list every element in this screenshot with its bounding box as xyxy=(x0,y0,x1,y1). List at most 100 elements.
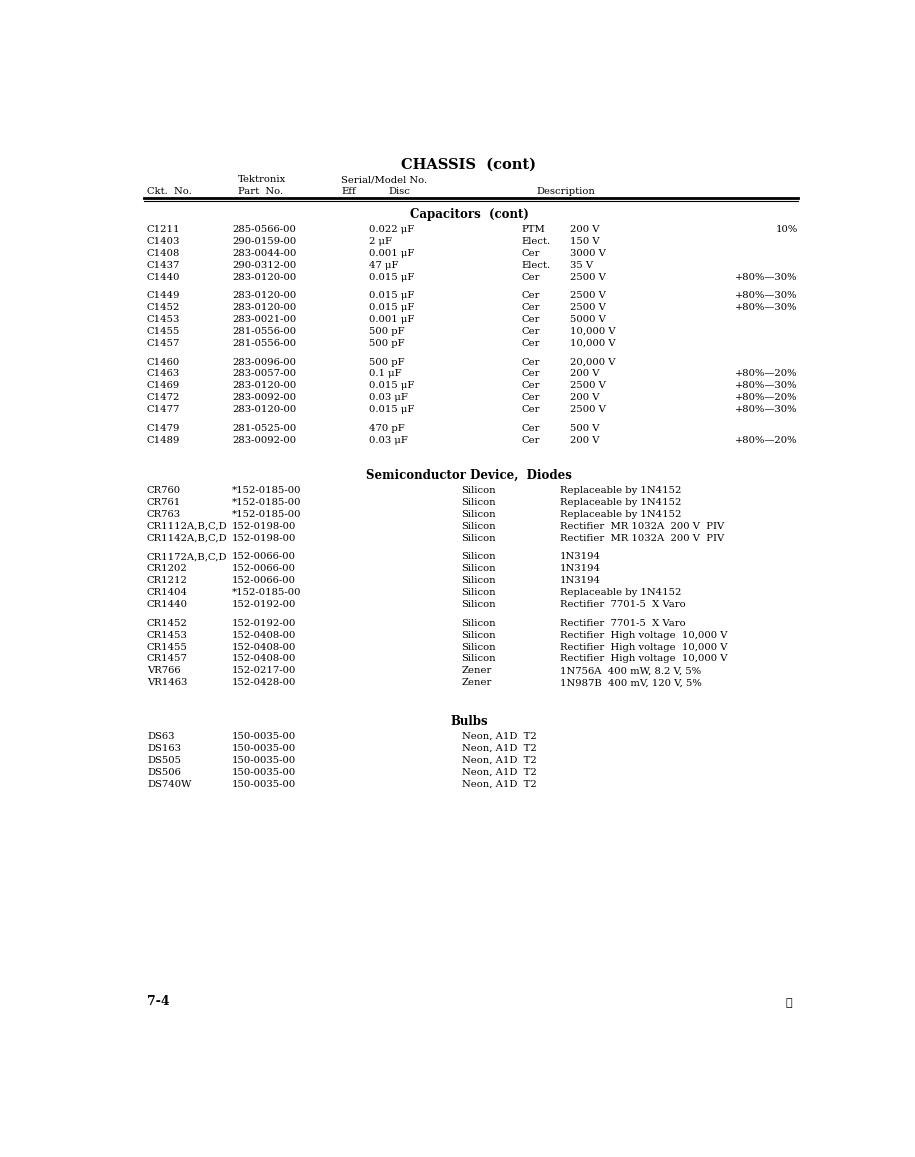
Text: C1440: C1440 xyxy=(147,273,180,282)
Text: 0.015 μF: 0.015 μF xyxy=(369,405,414,414)
Text: Rectifier  MR 1032A  200 V  PIV: Rectifier MR 1032A 200 V PIV xyxy=(560,522,725,531)
Text: 1N987B  400 mV, 120 V, 5%: 1N987B 400 mV, 120 V, 5% xyxy=(560,678,702,687)
Text: 2500 V: 2500 V xyxy=(570,273,606,282)
Text: CHASSIS  (cont): CHASSIS (cont) xyxy=(402,159,536,172)
Text: CR1202: CR1202 xyxy=(147,565,188,574)
Text: Zener: Zener xyxy=(461,666,492,676)
Text: 152-0192-00: 152-0192-00 xyxy=(232,619,296,627)
Text: CR1440: CR1440 xyxy=(147,600,188,609)
Text: CR1112A,B,C,D: CR1112A,B,C,D xyxy=(147,522,228,531)
Text: Cer: Cer xyxy=(522,358,540,367)
Text: C1479: C1479 xyxy=(147,423,180,433)
Text: 152-0408-00: 152-0408-00 xyxy=(232,631,296,640)
Text: 3000 V: 3000 V xyxy=(570,249,606,258)
Text: 150-0035-00: 150-0035-00 xyxy=(232,780,296,789)
Text: 2500 V: 2500 V xyxy=(570,382,606,390)
Text: C1449: C1449 xyxy=(147,292,180,301)
Text: C1408: C1408 xyxy=(147,249,180,258)
Text: 283-0021-00: 283-0021-00 xyxy=(232,315,296,324)
Text: Replaceable by 1N4152: Replaceable by 1N4152 xyxy=(560,510,682,519)
Text: 20,000 V: 20,000 V xyxy=(570,358,616,367)
Text: Elect.: Elect. xyxy=(522,237,551,246)
Text: Silicon: Silicon xyxy=(461,486,496,495)
Text: 200 V: 200 V xyxy=(570,393,599,403)
Text: 283-0120-00: 283-0120-00 xyxy=(232,382,296,390)
Text: Bulbs: Bulbs xyxy=(450,715,488,728)
Text: Neon, A1D  T2: Neon, A1D T2 xyxy=(461,780,536,789)
Text: 152-0066-00: 152-0066-00 xyxy=(232,552,296,561)
Text: 0.03 μF: 0.03 μF xyxy=(369,393,407,403)
Text: 152-0217-00: 152-0217-00 xyxy=(232,666,296,676)
Text: 283-0120-00: 283-0120-00 xyxy=(232,273,296,282)
Text: 283-0120-00: 283-0120-00 xyxy=(232,292,296,301)
Text: C1489: C1489 xyxy=(147,436,180,444)
Text: Neon, A1D  T2: Neon, A1D T2 xyxy=(461,756,536,765)
Text: Rectifier  7701-5  X Varo: Rectifier 7701-5 X Varo xyxy=(560,619,685,627)
Text: Cer: Cer xyxy=(522,436,540,444)
Text: DS740W: DS740W xyxy=(147,780,191,789)
Text: 0.1 μF: 0.1 μF xyxy=(369,369,401,378)
Text: 2 μF: 2 μF xyxy=(369,237,392,246)
Text: 200 V: 200 V xyxy=(570,436,599,444)
Text: Rectifier  High voltage  10,000 V: Rectifier High voltage 10,000 V xyxy=(560,642,727,651)
Text: CR1455: CR1455 xyxy=(147,642,188,651)
Text: 1N3194: 1N3194 xyxy=(560,576,601,585)
Text: 0.03 μF: 0.03 μF xyxy=(369,436,407,444)
Text: Rectifier  High voltage  10,000 V: Rectifier High voltage 10,000 V xyxy=(560,655,727,663)
Text: 1N756A  400 mW, 8.2 V, 5%: 1N756A 400 mW, 8.2 V, 5% xyxy=(560,666,701,676)
Text: +80%—20%: +80%—20% xyxy=(736,369,798,378)
Text: Disc: Disc xyxy=(388,187,410,197)
Text: 152-0198-00: 152-0198-00 xyxy=(232,533,296,543)
Text: 152-0198-00: 152-0198-00 xyxy=(232,522,296,531)
Text: CR1452: CR1452 xyxy=(147,619,188,627)
Text: Silicon: Silicon xyxy=(461,588,496,597)
Text: +80%—20%: +80%—20% xyxy=(736,436,798,444)
Text: 500 V: 500 V xyxy=(570,423,599,433)
Text: CR1212: CR1212 xyxy=(147,576,188,585)
Text: C1469: C1469 xyxy=(147,382,180,390)
Text: Cer: Cer xyxy=(522,369,540,378)
Text: +80%—30%: +80%—30% xyxy=(736,273,798,282)
Text: 283-0092-00: 283-0092-00 xyxy=(232,436,296,444)
Text: Description: Description xyxy=(537,187,596,197)
Text: *152-0185-00: *152-0185-00 xyxy=(232,499,302,507)
Text: 10%: 10% xyxy=(776,226,798,234)
Text: Cer: Cer xyxy=(522,393,540,403)
Text: C1477: C1477 xyxy=(147,405,180,414)
Text: VR1463: VR1463 xyxy=(147,678,188,687)
Text: 5000 V: 5000 V xyxy=(570,315,606,324)
Text: 152-0066-00: 152-0066-00 xyxy=(232,576,296,585)
Text: Silicon: Silicon xyxy=(461,565,496,574)
Text: 150-0035-00: 150-0035-00 xyxy=(232,756,296,765)
Text: VR766: VR766 xyxy=(147,666,180,676)
Text: +80%—30%: +80%—30% xyxy=(736,303,798,312)
Text: Rectifier  High voltage  10,000 V: Rectifier High voltage 10,000 V xyxy=(560,631,727,640)
Text: DS163: DS163 xyxy=(147,744,181,753)
Text: 281-0556-00: 281-0556-00 xyxy=(232,327,296,337)
Text: C1437: C1437 xyxy=(147,260,180,270)
Text: Silicon: Silicon xyxy=(461,655,496,663)
Text: +80%—30%: +80%—30% xyxy=(736,405,798,414)
Text: CR1453: CR1453 xyxy=(147,631,188,640)
Text: 2500 V: 2500 V xyxy=(570,405,606,414)
Text: 200 V: 200 V xyxy=(570,369,599,378)
Text: C1472: C1472 xyxy=(147,393,180,403)
Text: Cer: Cer xyxy=(522,382,540,390)
Text: 1N3194: 1N3194 xyxy=(560,552,601,561)
Text: *152-0185-00: *152-0185-00 xyxy=(232,588,302,597)
Text: C1452: C1452 xyxy=(147,303,180,312)
Text: 152-0408-00: 152-0408-00 xyxy=(232,655,296,663)
Text: 470 pF: 470 pF xyxy=(369,423,404,433)
Text: 283-0057-00: 283-0057-00 xyxy=(232,369,296,378)
Text: 0.001 μF: 0.001 μF xyxy=(369,315,414,324)
Text: 152-0066-00: 152-0066-00 xyxy=(232,565,296,574)
Text: Silicon: Silicon xyxy=(461,631,496,640)
Text: *152-0185-00: *152-0185-00 xyxy=(232,486,302,495)
Text: Serial/Model No.: Serial/Model No. xyxy=(341,175,427,184)
Text: Part  No.: Part No. xyxy=(239,187,284,197)
Text: Silicon: Silicon xyxy=(461,600,496,609)
Text: 283-0096-00: 283-0096-00 xyxy=(232,358,296,367)
Text: 150-0035-00: 150-0035-00 xyxy=(232,732,296,740)
Text: 0.015 μF: 0.015 μF xyxy=(369,303,414,312)
Text: Cer: Cer xyxy=(522,405,540,414)
